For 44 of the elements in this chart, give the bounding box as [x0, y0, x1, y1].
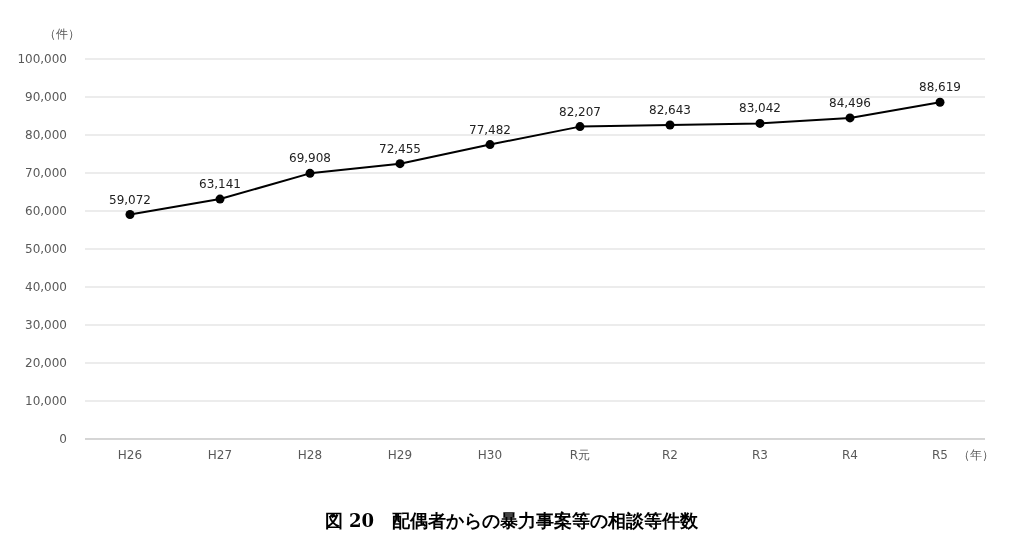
x-tick-label: H30 [477, 448, 503, 462]
point [485, 140, 495, 150]
x-tick-label: H28 [297, 448, 323, 462]
data-label: 83,042 [739, 101, 781, 116]
x-tick-label: H27 [207, 448, 233, 462]
x-tick-label: H26 [117, 448, 143, 462]
point [215, 194, 225, 204]
x-axis-title: （年） [958, 448, 994, 462]
y-axis-title: （件） [44, 27, 80, 41]
y-tick-label: 60,000 [25, 204, 67, 218]
y-tick-label: 100,000 [17, 52, 67, 66]
y-tick-label: 70,000 [25, 166, 67, 180]
data-label: 72,455 [379, 141, 421, 156]
x-tick-label: R4 [842, 448, 858, 462]
data-label: 82,207 [559, 104, 601, 119]
data-label: 63,141 [199, 177, 241, 192]
y-tick-label: 30,000 [25, 318, 67, 332]
y-tick-label: 80,000 [25, 128, 67, 142]
point [125, 210, 135, 220]
point [935, 97, 945, 107]
data-label: 88,619 [919, 80, 961, 95]
x-tick-label: H29 [387, 448, 413, 462]
point [395, 159, 405, 169]
data-label: 59,072 [109, 192, 151, 207]
point [575, 122, 585, 132]
y-tick-label: 20,000 [25, 356, 67, 370]
y-tick-label: 90,000 [25, 90, 67, 104]
y-tick-label: 50,000 [25, 242, 67, 256]
y-tick-label: 0 [59, 432, 67, 446]
data-label: 77,482 [469, 122, 511, 137]
data-label: 69,908 [289, 151, 331, 166]
x-tick-label: R5 [932, 448, 948, 462]
data-label: 82,643 [649, 102, 691, 117]
x-tick-label: R3 [752, 448, 768, 462]
point [305, 168, 315, 178]
x-tick-label: R2 [662, 448, 678, 462]
text: 図 20 配偶者からの暴力事案等の相談等件数 [324, 510, 700, 531]
y-tick-label: 40,000 [25, 280, 67, 294]
point [845, 113, 855, 123]
point [755, 118, 765, 128]
point [665, 120, 675, 130]
y-tick-label: 10,000 [25, 394, 67, 408]
data-label: 84,496 [829, 95, 871, 110]
x-tick-label: R元 [569, 448, 591, 462]
